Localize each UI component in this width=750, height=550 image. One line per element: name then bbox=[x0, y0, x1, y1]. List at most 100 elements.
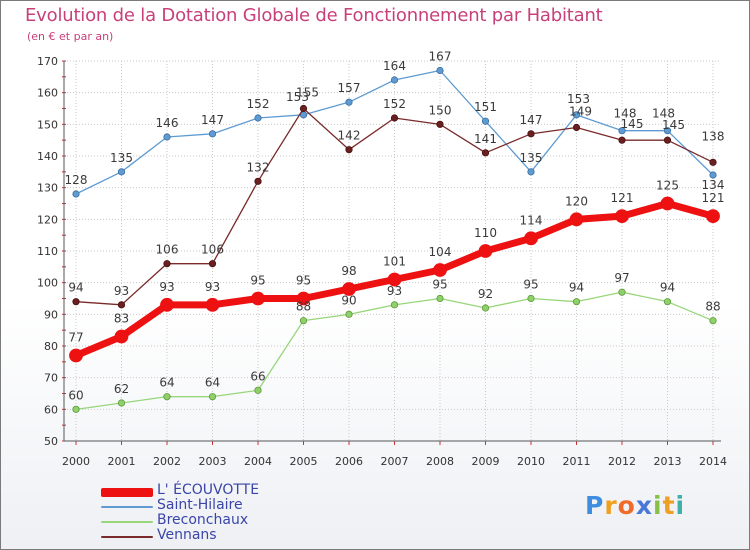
logo-letter: o bbox=[617, 491, 636, 520]
data-point-l-ecouvotte bbox=[615, 209, 629, 224]
data-point-l-ecouvotte bbox=[114, 329, 129, 344]
x-tick-label: 2001 bbox=[108, 455, 136, 468]
data-point-vennans bbox=[163, 260, 171, 268]
data-label-breconchaux: 64 bbox=[159, 376, 174, 390]
data-point-saint-hilaire bbox=[481, 117, 490, 125]
data-label-breconchaux: 95 bbox=[432, 278, 447, 292]
data-label-vennans: 106 bbox=[156, 243, 179, 257]
data-point-breconchaux bbox=[572, 298, 581, 306]
logo-letter: i bbox=[675, 491, 686, 520]
data-label-breconchaux: 95 bbox=[523, 278, 538, 292]
logo-letter: x bbox=[635, 491, 653, 520]
data-point-vennans bbox=[481, 149, 490, 157]
axes: 50 60 70 80 90 100 110 120 130 140 150 160 170 2000 20… bbox=[37, 55, 727, 468]
data-point-breconchaux bbox=[618, 288, 626, 296]
data-point-l-ecouvotte bbox=[524, 231, 538, 246]
legend-swatch-breconchaux bbox=[101, 521, 153, 523]
data-label-l-ecouvotte: 93 bbox=[205, 280, 220, 294]
logo-letter: i bbox=[653, 491, 663, 520]
data-point-vennans bbox=[72, 298, 80, 306]
legend-swatch-vennans bbox=[101, 536, 153, 538]
data-label-vennans: 94 bbox=[68, 281, 83, 295]
data-label-l-ecouvotte: 125 bbox=[656, 179, 679, 193]
data-label-saint-hilaire: 153 bbox=[567, 92, 590, 106]
data-point-saint-hilaire bbox=[663, 127, 672, 135]
data-label-saint-hilaire: 148 bbox=[614, 107, 637, 121]
data-label-breconchaux: 60 bbox=[68, 388, 83, 402]
y-tick-label: 170 bbox=[37, 55, 58, 68]
data-label-l-ecouvotte: 121 bbox=[702, 191, 725, 205]
data-point-l-ecouvotte bbox=[160, 297, 174, 312]
data-label-l-ecouvotte: 110 bbox=[474, 226, 497, 240]
data-point-saint-hilaire bbox=[436, 66, 444, 75]
data-label-vennans: 106 bbox=[201, 243, 224, 257]
data-label-l-ecouvotte: 95 bbox=[296, 274, 311, 288]
data-label-saint-hilaire: 128 bbox=[65, 173, 88, 187]
data-point-vennans bbox=[254, 177, 262, 185]
data-label-breconchaux: 93 bbox=[387, 284, 402, 298]
data-label-l-ecouvotte: 83 bbox=[114, 312, 129, 326]
data-point-l-ecouvotte bbox=[69, 348, 83, 363]
data-label-breconchaux: 88 bbox=[296, 300, 311, 314]
data-point-breconchaux bbox=[390, 301, 399, 309]
data-label-vennans: 145 bbox=[621, 117, 644, 131]
data-point-l-ecouvotte bbox=[433, 263, 447, 277]
data-point-vennans bbox=[709, 158, 717, 166]
data-point-breconchaux bbox=[117, 399, 126, 407]
x-tick-label: 2005 bbox=[290, 455, 318, 468]
x-tick-label: 2004 bbox=[244, 455, 272, 468]
data-point-vennans bbox=[390, 114, 399, 122]
data-point-vennans bbox=[618, 136, 626, 144]
data-point-breconchaux bbox=[72, 405, 80, 413]
data-point-vennans bbox=[299, 104, 308, 113]
x-tick-label: 2014 bbox=[699, 455, 727, 468]
data-point-breconchaux bbox=[299, 317, 308, 325]
x-tick-label: 2007 bbox=[381, 455, 409, 468]
data-label-saint-hilaire: 146 bbox=[156, 116, 179, 130]
data-point-vennans bbox=[436, 120, 444, 128]
legend-label-vennans: Vennans bbox=[157, 527, 217, 543]
data-point-breconchaux bbox=[481, 304, 490, 312]
data-label-breconchaux: 94 bbox=[660, 281, 675, 295]
data-label-breconchaux: 92 bbox=[478, 287, 493, 301]
data-label-breconchaux: 88 bbox=[705, 300, 720, 314]
data-label-saint-hilaire: 157 bbox=[338, 81, 361, 95]
data-label-breconchaux: 66 bbox=[250, 369, 265, 383]
data-point-vennans bbox=[117, 301, 126, 309]
y-tick-label: 160 bbox=[37, 87, 58, 100]
y-tick-label: 100 bbox=[37, 277, 58, 290]
logo-letter: t bbox=[662, 491, 676, 520]
data-point-saint-hilaire bbox=[254, 114, 262, 122]
data-label-breconchaux: 62 bbox=[114, 382, 129, 396]
data-point-l-ecouvotte bbox=[478, 244, 493, 258]
y-tick-label: 50 bbox=[44, 435, 58, 448]
data-point-l-ecouvotte bbox=[660, 196, 675, 211]
data-label-vennans: 141 bbox=[474, 132, 497, 146]
data-point-saint-hilaire bbox=[390, 76, 399, 84]
y-tick-label: 110 bbox=[37, 245, 58, 258]
data-point-saint-hilaire bbox=[208, 130, 217, 138]
data-label-l-ecouvotte: 93 bbox=[159, 280, 174, 294]
data-point-breconchaux bbox=[254, 386, 262, 394]
proxiti-logo: Proxiti bbox=[585, 491, 685, 520]
data-point-saint-hilaire bbox=[572, 111, 581, 119]
y-tick-label: 60 bbox=[44, 403, 58, 416]
data-point-breconchaux bbox=[345, 310, 353, 318]
data-label-saint-hilaire: 148 bbox=[652, 107, 675, 121]
data-label-saint-hilaire: 134 bbox=[702, 178, 725, 192]
legend-label-l-ecouvotte: L' ÉCOUVOTTE bbox=[157, 482, 260, 498]
data-point-saint-hilaire bbox=[117, 168, 126, 176]
data-point-breconchaux bbox=[663, 298, 672, 306]
data-label-l-ecouvotte: 120 bbox=[565, 194, 588, 208]
y-tick-label: 120 bbox=[37, 213, 58, 226]
legend-label-saint-hilaire: Saint-Hilaire bbox=[157, 497, 243, 513]
legend-swatch-saint-hilaire bbox=[101, 506, 153, 508]
data-point-saint-hilaire bbox=[345, 98, 353, 106]
x-tick-label: 2008 bbox=[426, 455, 454, 468]
x-tick-label: 2012 bbox=[608, 455, 636, 468]
data-label-vennans: 147 bbox=[520, 113, 543, 127]
data-point-l-ecouvotte bbox=[387, 272, 402, 287]
data-label-vennans: 155 bbox=[296, 86, 319, 100]
data-label-l-ecouvotte: 114 bbox=[520, 213, 543, 227]
x-tick-label: 2002 bbox=[153, 455, 181, 468]
